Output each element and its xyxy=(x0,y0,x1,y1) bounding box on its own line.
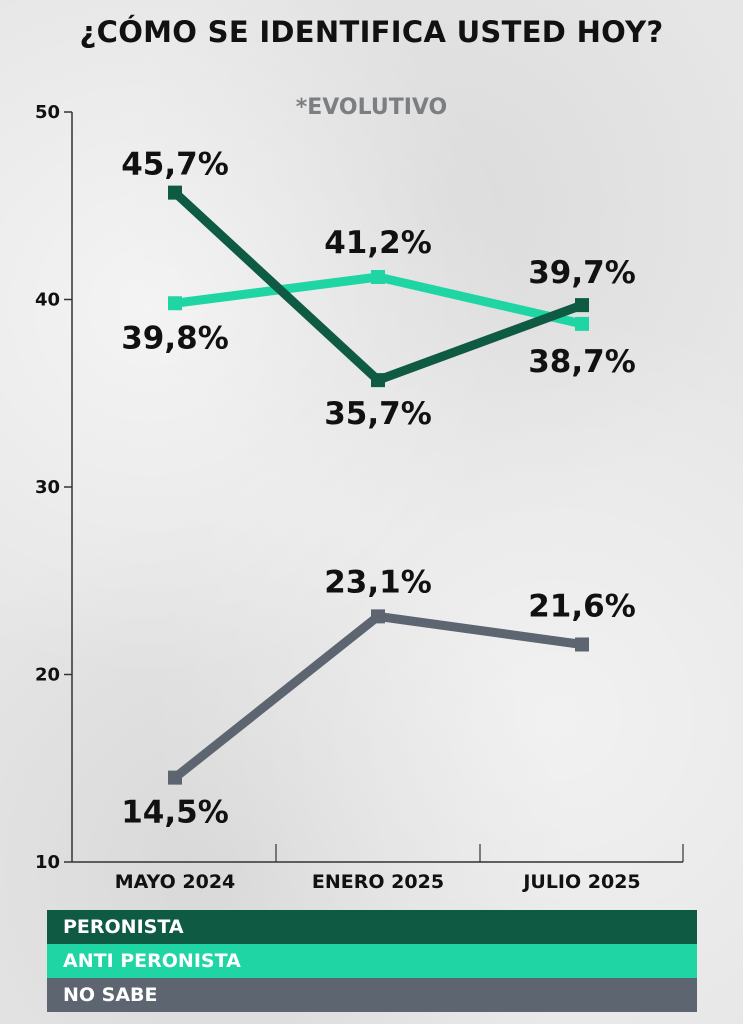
series-line-peronista xyxy=(171,189,584,385)
data-label: 41,2% xyxy=(324,225,432,261)
data-point xyxy=(575,637,589,652)
y-tick-label: 20 xyxy=(35,665,60,686)
legend-item-no-sabe: NO SABE xyxy=(47,978,697,1012)
data-label: 39,8% xyxy=(121,320,229,356)
data-point xyxy=(371,270,385,284)
chart-title: ¿CÓMO SE IDENTIFICA USTED HOY? xyxy=(79,15,664,49)
data-point xyxy=(168,770,182,785)
data-point xyxy=(575,316,589,331)
chart-subtitle: *EVOLUTIVO xyxy=(295,95,448,120)
y-tick-label: 30 xyxy=(35,477,60,498)
y-tick-label: 10 xyxy=(35,852,60,873)
legend: PERONISTA ANTI PERONISTA NO SABE xyxy=(47,910,697,1012)
x-tick-label: MAYO 2024 xyxy=(115,871,236,893)
series-line-no-sabe xyxy=(172,611,583,782)
data-label: 14,5% xyxy=(121,795,229,831)
data-point xyxy=(575,298,589,313)
data-label: 45,7% xyxy=(121,147,229,183)
data-label: 39,7% xyxy=(528,255,636,291)
data-label: 38,7% xyxy=(528,344,636,380)
y-tick-label: 40 xyxy=(35,290,60,311)
series-line-anti-peronista xyxy=(174,272,584,329)
x-tick-label: JULIO 2025 xyxy=(521,871,640,893)
data-point xyxy=(168,185,182,200)
data-label: 21,6% xyxy=(528,589,636,625)
legend-item-anti-peronista: ANTI PERONISTA xyxy=(47,944,697,978)
data-label: 35,7% xyxy=(324,396,432,432)
data-point xyxy=(371,373,385,388)
data-point xyxy=(168,296,182,311)
legend-item-peronista: PERONISTA xyxy=(47,910,697,944)
data-point xyxy=(371,609,385,624)
y-tick-label: 50 xyxy=(35,102,60,123)
x-tick-label: ENERO 2025 xyxy=(312,871,444,893)
data-label: 23,1% xyxy=(324,564,432,600)
